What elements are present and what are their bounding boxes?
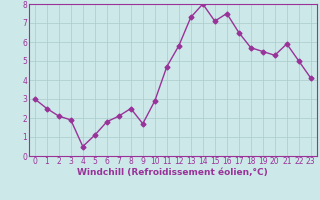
X-axis label: Windchill (Refroidissement éolien,°C): Windchill (Refroidissement éolien,°C) [77,168,268,177]
